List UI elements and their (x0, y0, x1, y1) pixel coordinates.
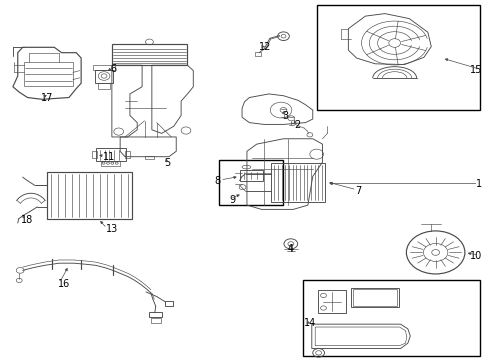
Bar (101, 161, 120, 166)
Bar (219, 160, 282, 205)
Text: 5: 5 (163, 158, 170, 168)
Text: 16: 16 (58, 279, 70, 289)
Text: 6: 6 (110, 64, 116, 74)
Bar (92, 151, 97, 158)
Bar (125, 151, 130, 158)
Bar (352, 289, 396, 306)
Text: 3: 3 (282, 111, 288, 121)
Text: 15: 15 (469, 64, 482, 75)
Bar (149, 312, 161, 317)
Text: 12: 12 (259, 42, 271, 52)
Text: 1: 1 (475, 179, 482, 189)
Bar (98, 83, 110, 89)
Text: 8: 8 (214, 176, 220, 186)
Bar (316, 5, 479, 110)
Text: 18: 18 (21, 215, 33, 225)
Bar (317, 291, 345, 313)
Bar (255, 52, 261, 55)
Bar (164, 301, 173, 306)
Bar (112, 44, 187, 65)
Text: 17: 17 (41, 93, 53, 103)
Text: 4: 4 (287, 244, 293, 254)
Text: 14: 14 (304, 318, 316, 328)
Text: 11: 11 (103, 152, 115, 162)
Text: 7: 7 (355, 186, 361, 196)
Bar (93, 65, 115, 69)
Bar (271, 163, 325, 202)
Bar (239, 170, 263, 181)
Bar (303, 280, 479, 356)
Text: 10: 10 (469, 251, 482, 261)
Bar (144, 156, 154, 159)
Bar (96, 148, 126, 161)
Bar (95, 69, 113, 83)
Text: 13: 13 (105, 225, 118, 234)
Bar (151, 318, 160, 323)
Bar (47, 172, 132, 220)
Bar (350, 288, 398, 307)
Text: 2: 2 (294, 121, 300, 130)
Text: 9: 9 (228, 195, 235, 205)
